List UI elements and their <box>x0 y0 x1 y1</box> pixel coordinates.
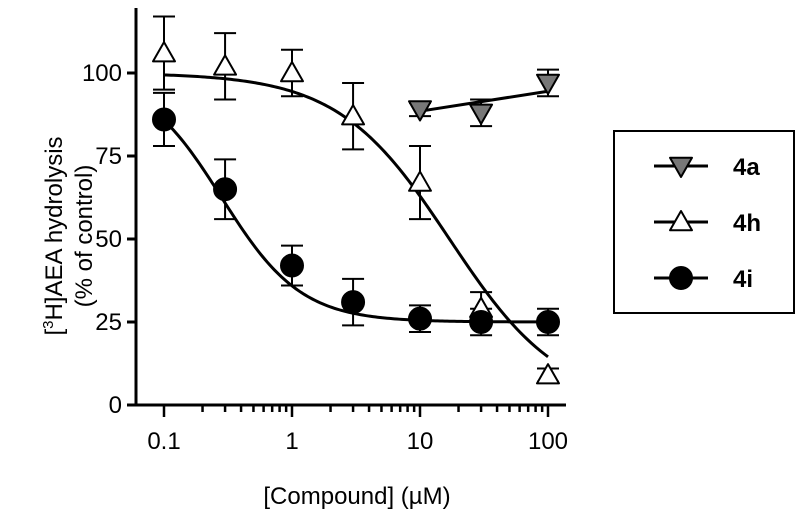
data-point-4i <box>280 253 304 278</box>
data-point-4i <box>213 177 238 202</box>
x-tick-label: 100 <box>528 428 568 455</box>
legend: 4a 4h 4i <box>613 130 795 314</box>
legend-label-4h: 4h <box>733 210 761 237</box>
data-point-4h <box>536 363 560 385</box>
axes: 0 25 50 75 100 0.1 1 10 100 <box>82 8 568 455</box>
y-axis-title-line1: [3H]AEA hydrolysis <box>40 136 68 335</box>
data-points <box>152 41 560 385</box>
data-point-4h <box>213 54 238 76</box>
y-tick-label: 100 <box>82 60 122 87</box>
data-point-4i <box>152 107 176 132</box>
legend-label-4a: 4a <box>733 154 760 181</box>
y-tick-label: 75 <box>95 143 122 170</box>
y-axis-title: [3H]AEA hydrolysis (% of control) <box>40 136 98 335</box>
y-axis-title-line2: (% of control) <box>71 165 98 308</box>
data-point-4i <box>341 290 366 315</box>
y-tick-label: 0 <box>109 392 122 419</box>
data-point-4h <box>280 61 304 83</box>
data-point-4h <box>341 104 366 126</box>
y-tick-label: 50 <box>95 226 122 253</box>
data-point-4a <box>469 103 494 125</box>
legend-marker-4a <box>669 156 693 178</box>
fit-curve-4a <box>419 89 549 113</box>
y-axis-title-superscript: 3 <box>40 321 57 329</box>
x-axis-title: [Compound] (µM) <box>263 483 450 510</box>
x-tick-label: 10 <box>407 428 434 455</box>
data-point-4a <box>408 100 432 122</box>
y-tick-label: 25 <box>95 309 122 336</box>
data-point-4i <box>536 310 560 334</box>
data-point-4h <box>408 170 432 192</box>
x-tick-label: 0.1 <box>147 428 180 455</box>
legend-label-4i: 4i <box>733 266 753 293</box>
legend-marker-4h <box>669 210 693 232</box>
data-point-4a <box>536 73 560 95</box>
x-tick-label: 1 <box>285 428 298 455</box>
data-point-4h <box>152 41 176 63</box>
data-point-4i <box>469 310 494 334</box>
data-point-4i <box>408 306 432 331</box>
legend-marker-4i <box>669 266 693 290</box>
error-bars <box>153 15 559 383</box>
